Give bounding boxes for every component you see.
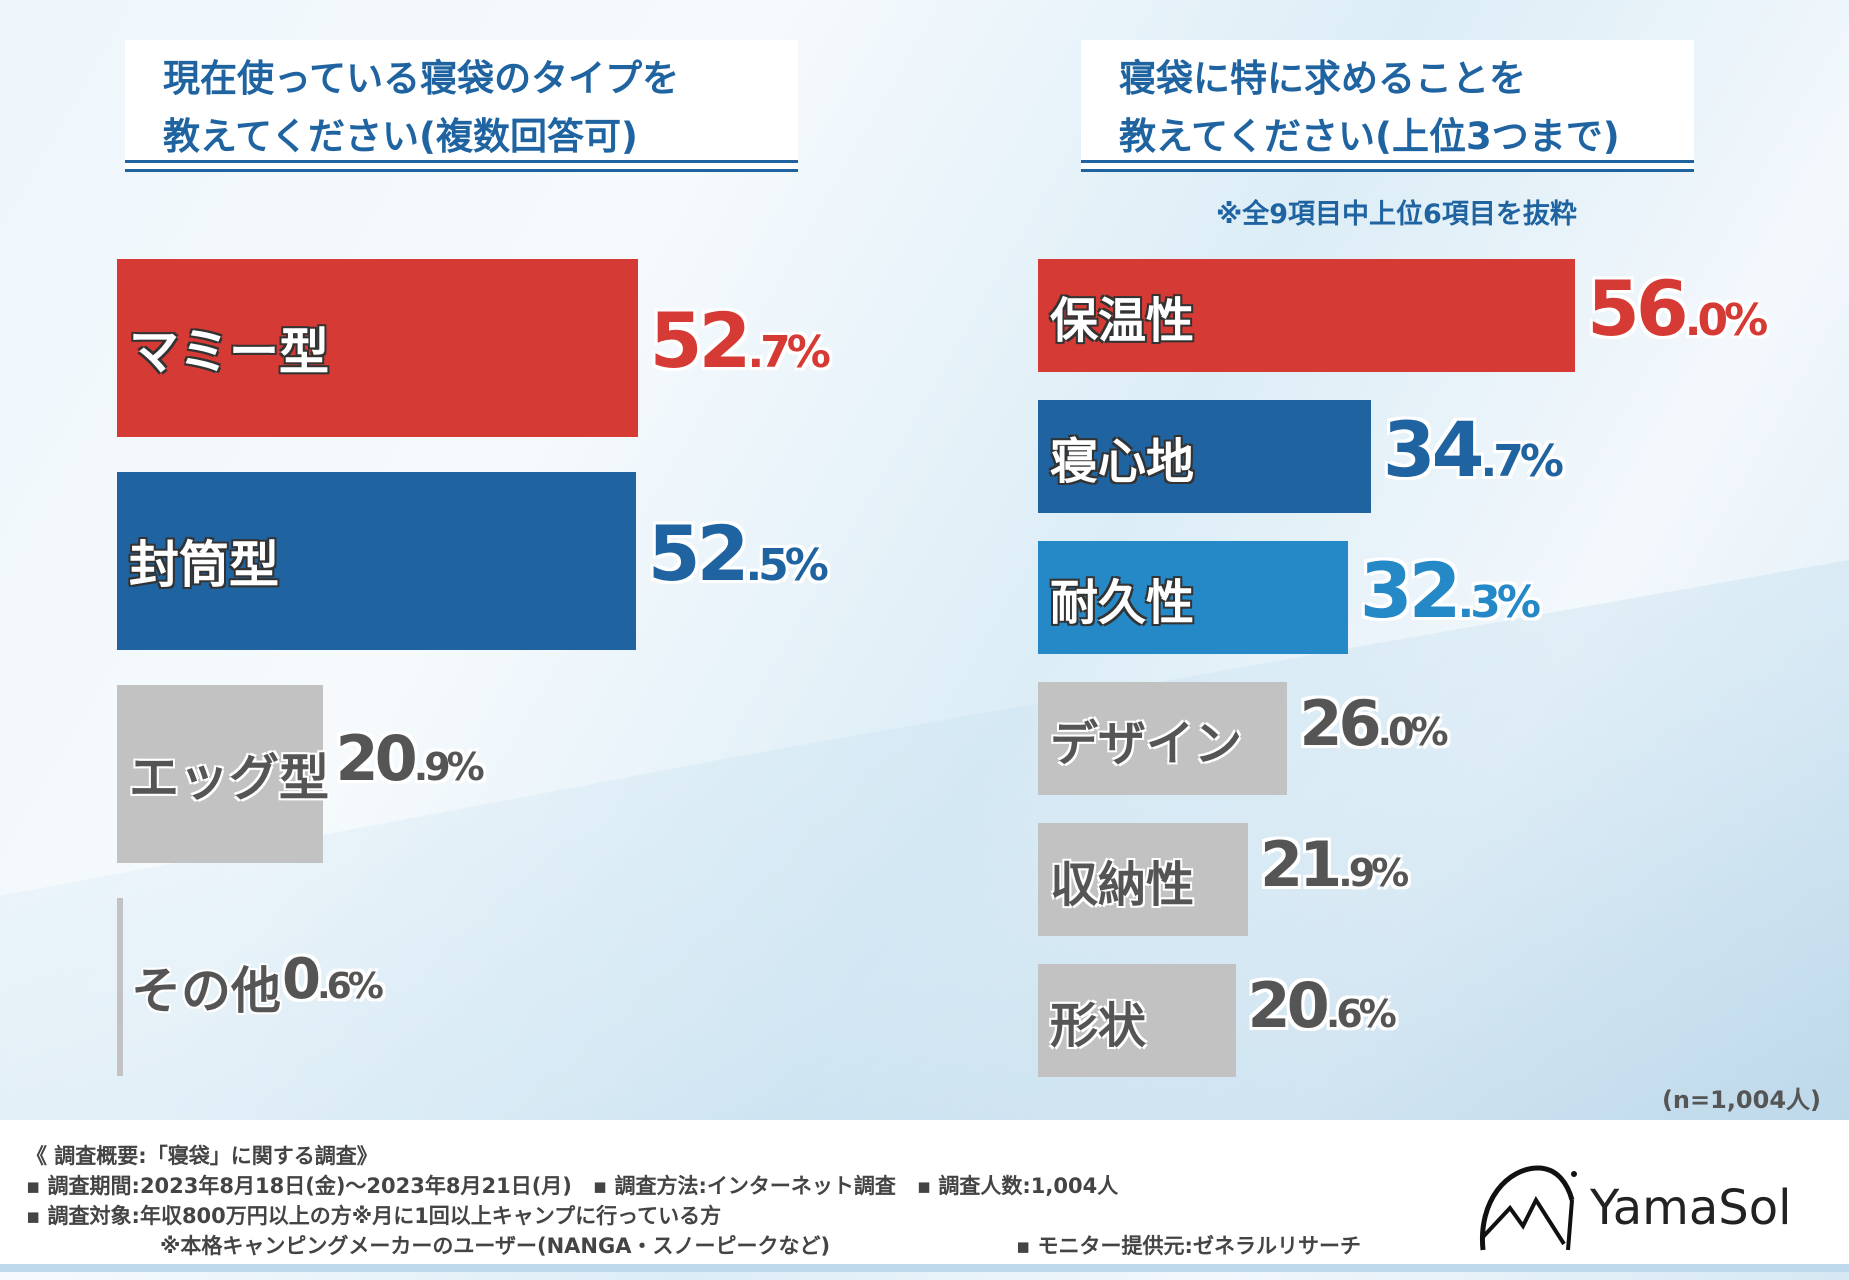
bar-label: 形状 [1050, 997, 1147, 1054]
value-decimal: .6% [1325, 991, 1397, 1036]
bar-5: 形状 [1038, 964, 1236, 1077]
value-label: 52.7% [649, 296, 831, 385]
footer-survey-title: 《 調査概要:「寝袋」に関する調査》 [26, 1144, 378, 1168]
left-title-line1: 現在使っている寝袋のタイプを [163, 57, 680, 100]
value-integer: 34 [1382, 404, 1485, 494]
sample-size: (n=1,004人) [1661, 1086, 1821, 1114]
value-label: 32.3% [1359, 545, 1541, 635]
bar-2: エッグ型 [117, 685, 329, 863]
bar-label: 寝心地 [1050, 433, 1195, 490]
subset-note: ※全9項目中上位6項目を抜粋 [1216, 199, 1577, 230]
bar-label: マミー型 [129, 323, 329, 381]
bar-label: 耐久性 [1050, 574, 1195, 631]
value-integer: 20 [335, 722, 417, 795]
logo-text: YamaSol [1590, 1180, 1792, 1236]
bar-1: 封筒型 [117, 472, 636, 650]
value-integer: 52 [647, 509, 750, 598]
bar-label: 収納性 [1050, 856, 1195, 913]
footer-period: ▪ 調査期間:2023年8月18日(金)〜2023年8月21日(月) ▪ 調査方… [26, 1174, 1119, 1198]
title-rule [125, 160, 798, 163]
bar-0: マミー型 [117, 259, 638, 437]
value-decimal: .0% [1377, 709, 1449, 754]
footer-provider: ▪ モニター提供元:ゼネラルリサーチ [1016, 1234, 1361, 1258]
bar-4: 収納性 [1038, 823, 1249, 936]
bar-label: 保温性 [1050, 292, 1195, 349]
value-label: 26.0% [1299, 686, 1449, 760]
value-decimal: .9% [413, 745, 485, 789]
bar-label: デザイン [1050, 715, 1243, 772]
value-integer: 21 [1260, 827, 1342, 901]
value-label: 34.7% [1382, 404, 1564, 494]
title-rule [1081, 169, 1694, 172]
title-rule [1081, 160, 1694, 163]
value-decimal: .9% [1338, 850, 1409, 895]
value-integer: 32 [1359, 545, 1462, 635]
value-label: 52.5% [647, 509, 829, 598]
value-integer: 20 [1247, 968, 1330, 1042]
value-integer: 26 [1299, 686, 1381, 760]
left-title-box: 現在使っている寝袋のタイプを 教えてください(複数回答可) [125, 40, 798, 172]
value-decimal: .3% [1457, 576, 1541, 628]
yamasol-logo: YamaSol [1468, 1160, 1791, 1256]
title-rule [125, 169, 798, 172]
value-integer: 52 [649, 296, 752, 385]
footer-target-note: ※本格キャンピングメーカーのユーザー(NANGA・スノーピークなど) [160, 1234, 831, 1258]
footer: 《 調査概要:「寝袋」に関する調査》 ▪ 調査期間:2023年8月18日(金)〜… [0, 1120, 1849, 1272]
value-integer: 0 [282, 947, 321, 1012]
footer-target: ▪ 調査対象:年収800万円以上の方※月に1回以上キャンプに行っている方 [26, 1204, 722, 1228]
value-decimal: .6% [316, 966, 384, 1007]
bar-2: 耐久性 [1038, 541, 1348, 654]
bar-1: 寝心地 [1038, 400, 1371, 513]
bar-label: 封筒型 [129, 536, 279, 594]
value-label: 21.9% [1260, 827, 1409, 901]
bar-3: デザイン [1038, 682, 1288, 795]
value-decimal: .7% [747, 327, 830, 378]
bar-label: その他 [131, 962, 281, 1020]
bar-label: エッグ型 [129, 749, 329, 807]
value-label: 20.6% [1247, 968, 1397, 1042]
value-integer: 56 [1587, 263, 1689, 353]
bar-3: その他 [117, 898, 281, 1076]
bar-0: 保温性 [1038, 259, 1576, 372]
right-title-box: 寝袋に特に求めることを 教えてください(上位3つまで) [1081, 40, 1694, 172]
value-decimal: .5% [745, 540, 828, 591]
value-decimal: .0% [1684, 294, 1768, 346]
value-label: 20.9% [335, 722, 485, 795]
value-label: 56.0% [1587, 263, 1768, 353]
value-decimal: .7% [1480, 435, 1564, 487]
mountain-logo-icon [1479, 1165, 1577, 1251]
right-title-line2: 教えてください(上位3つまで) [1119, 115, 1620, 158]
left-title-line2: 教えてください(複数回答可) [163, 115, 638, 158]
value-label: 0.6% [282, 947, 384, 1012]
right-title-line1: 寝袋に特に求めることを [1119, 57, 1526, 100]
